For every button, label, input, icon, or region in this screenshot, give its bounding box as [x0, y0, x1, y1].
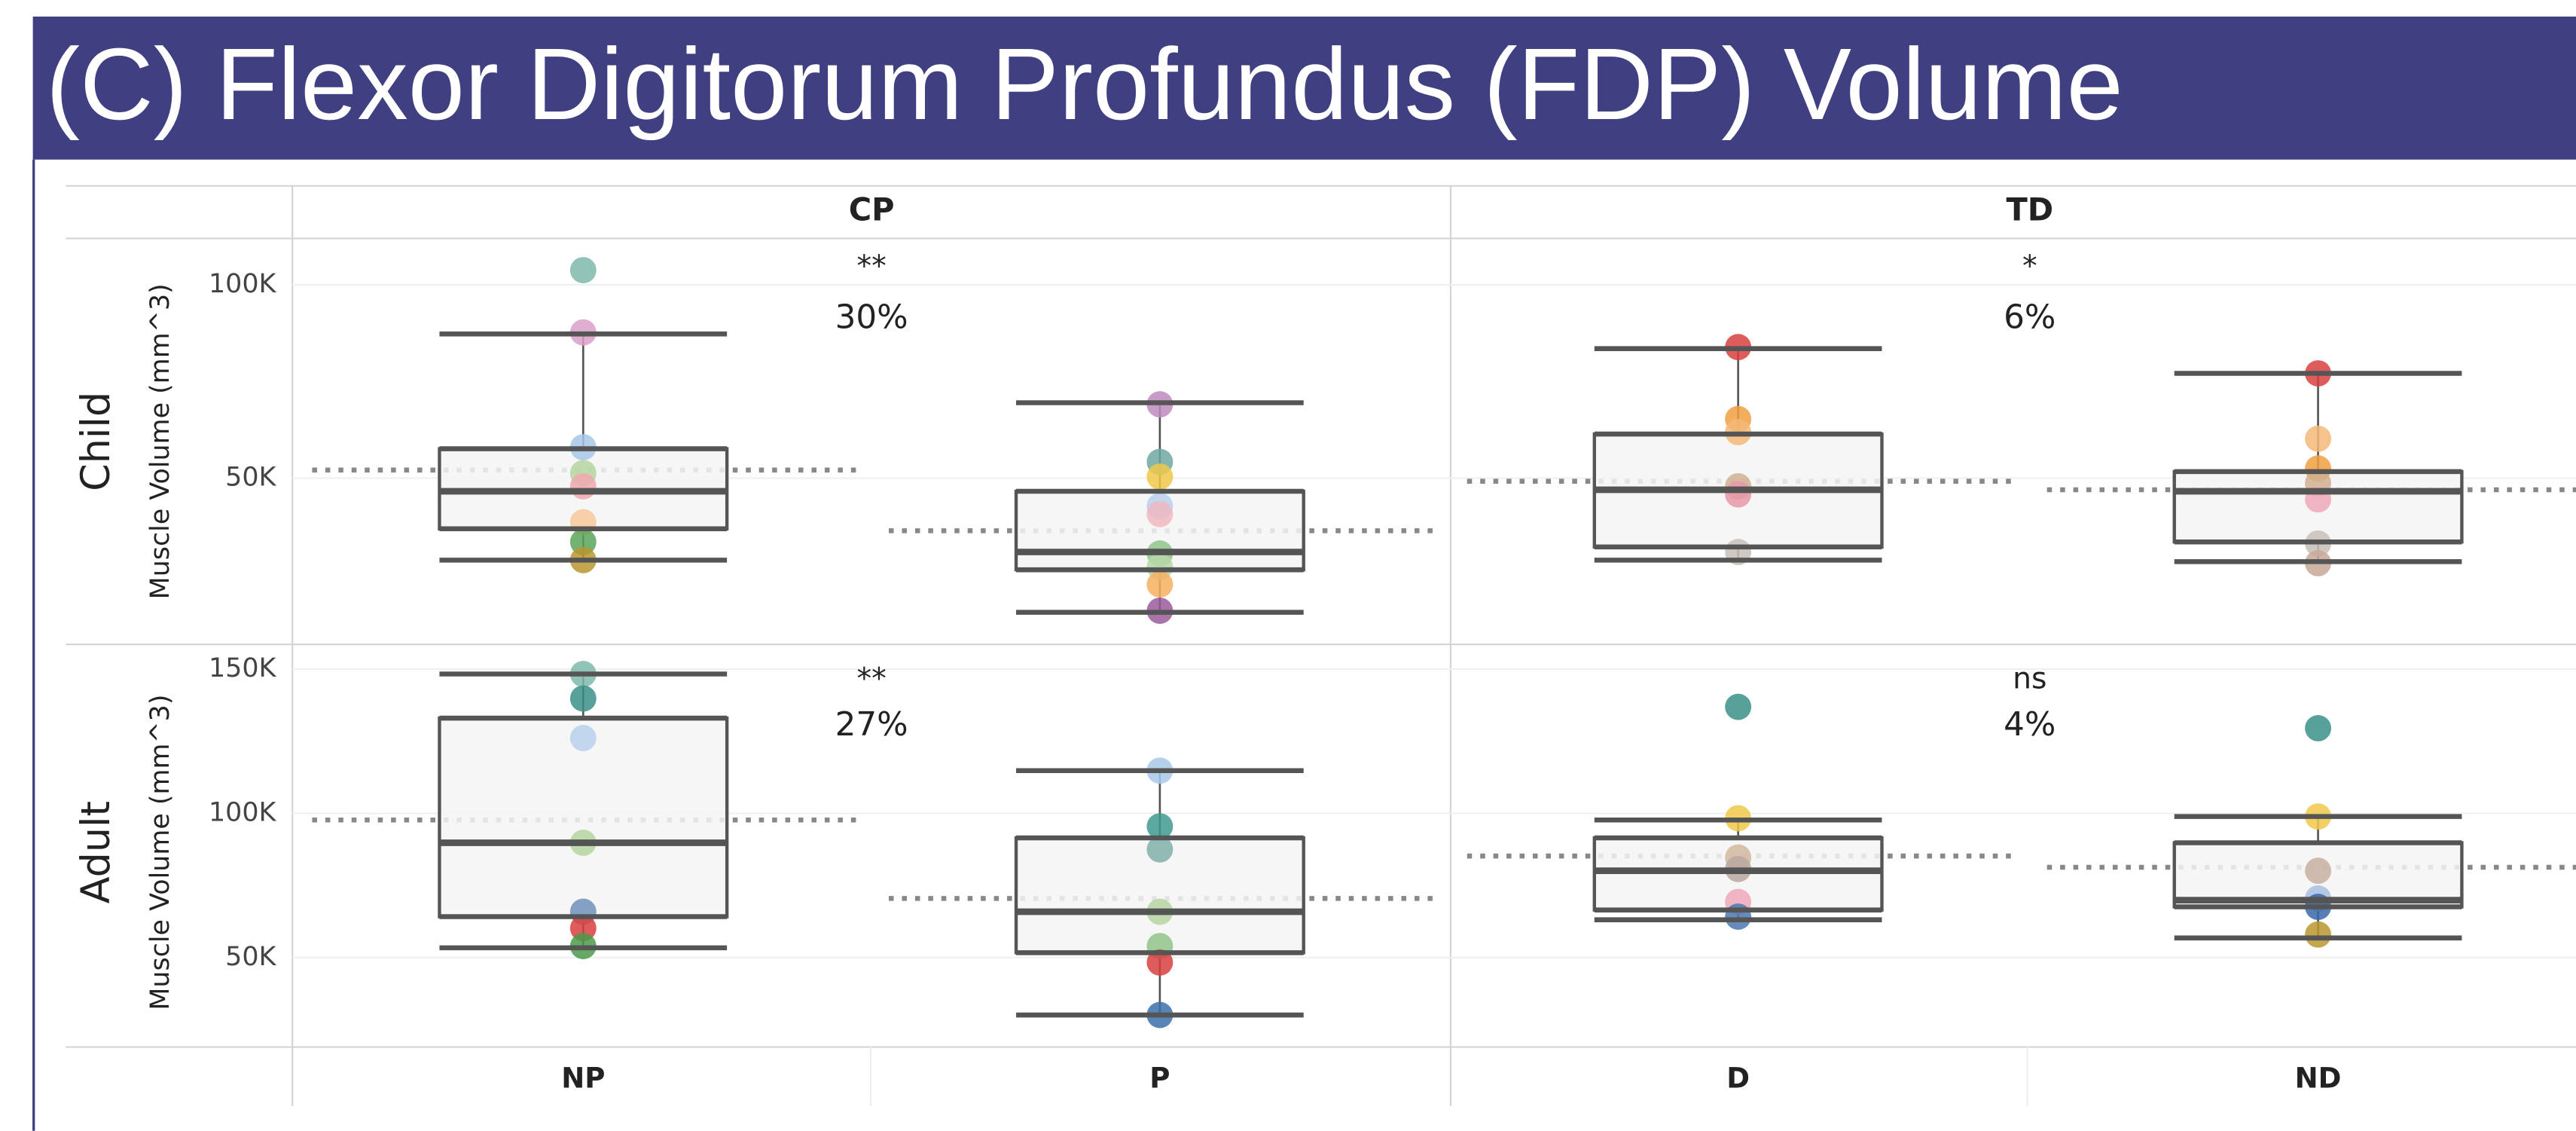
percent-label: 27% [835, 706, 908, 744]
percent-label: 6% [2004, 298, 2056, 336]
data-point [569, 257, 597, 283]
x-tick-label: NP [561, 1062, 605, 1095]
x-tick-label: D [1726, 1062, 1750, 1095]
data-point [1146, 571, 1174, 598]
y-axis-label: Muscle Volume (mm^3) [145, 695, 175, 1010]
data-point [2305, 425, 2332, 452]
data-point [1146, 813, 1174, 840]
significance-label: ** [856, 249, 886, 283]
data-point [1146, 949, 1174, 976]
data-point [1146, 836, 1174, 863]
data-point [2305, 857, 2332, 885]
y-tick-label: 100K [209, 269, 277, 299]
significance-label: ns [2013, 662, 2046, 696]
chart-title: (C) Flexor Digitorum Profundus (FDP) Vol… [46, 27, 2123, 141]
data-point [1725, 693, 1752, 720]
percent-label: 30% [835, 298, 908, 336]
data-point [1146, 463, 1174, 490]
column-header: TD [2006, 192, 2053, 228]
data-point [1725, 481, 1752, 508]
box [438, 716, 729, 919]
y-tick-label: 50K [225, 942, 276, 972]
x-tick-label: ND [2295, 1062, 2342, 1095]
data-point [1725, 903, 1752, 930]
y-tick-label: 50K [225, 463, 276, 493]
data-point [569, 725, 597, 751]
column-header: CP [849, 192, 895, 228]
y-tick-label: 150K [209, 653, 277, 683]
data-point [2305, 921, 2332, 948]
x-tick-label: P [1149, 1062, 1170, 1095]
data-point [569, 472, 597, 500]
significance-label: * [2022, 249, 2037, 283]
title-bar [32, 17, 2576, 160]
significance-label: ** [856, 662, 886, 696]
y-axis-label: Muscle Volume (mm^3) [145, 283, 175, 599]
data-point [569, 528, 597, 555]
data-point [2305, 715, 2332, 741]
data-point [1146, 500, 1174, 527]
percent-label: 4% [2004, 706, 2056, 744]
row-label: Child [73, 392, 119, 491]
row-label: Adult [73, 801, 119, 903]
data-point [569, 685, 597, 712]
y-tick-label: 100K [209, 797, 277, 827]
